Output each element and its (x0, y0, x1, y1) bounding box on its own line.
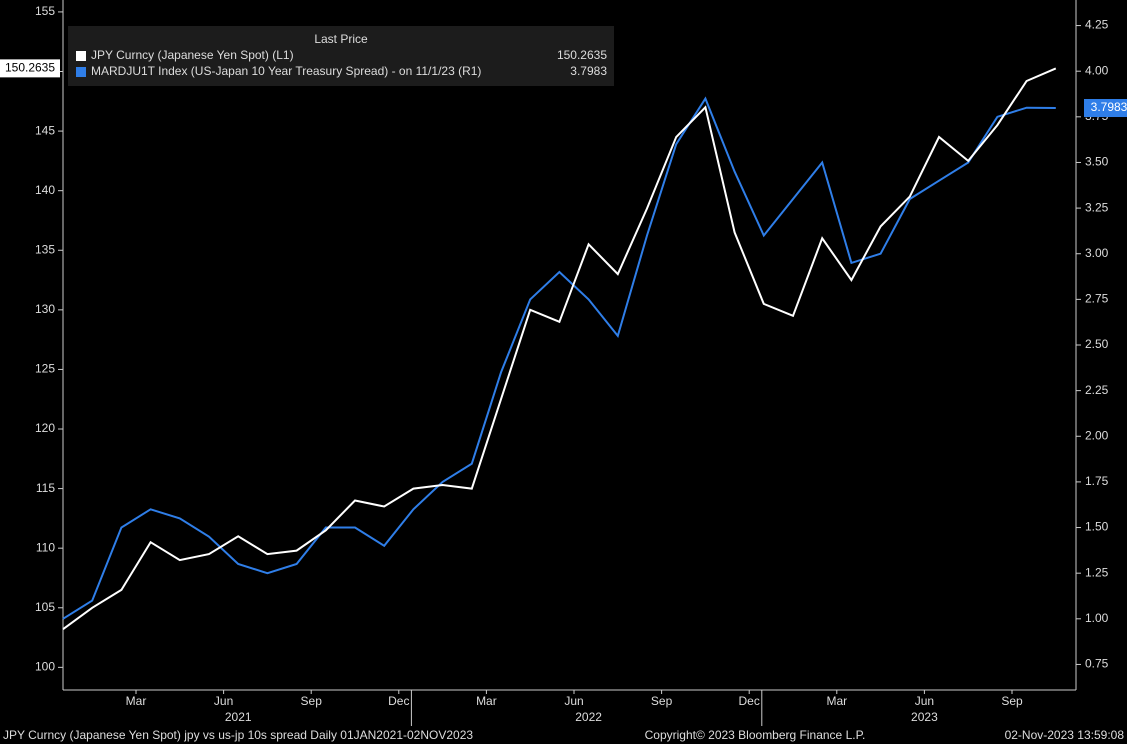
legend-last-value: 150.2635 (557, 48, 607, 62)
y2-tick-label: 3.25 (1085, 200, 1109, 214)
x-tick-label: Jun (915, 694, 934, 708)
footer-copyright: Copyright© 2023 Bloomberg Finance L.P. (645, 728, 866, 742)
last-value-label: 150.2635 (5, 61, 55, 75)
legend-last-value: 3.7983 (570, 64, 607, 78)
x-tick-label: Sep (1001, 694, 1023, 708)
y-tick-label: 125 (35, 362, 55, 376)
legend-title: Last Price (314, 32, 368, 46)
y-tick-label: 100 (35, 660, 55, 674)
legend-label: MARDJU1T Index (US-Japan 10 Year Treasur… (91, 64, 481, 78)
x-tick-label: Mar (826, 694, 847, 708)
y2-tick-label: 2.75 (1085, 292, 1109, 306)
x-tick-label: Mar (126, 694, 147, 708)
y-tick-label: 135 (35, 242, 55, 256)
y2-tick-label: 0.75 (1085, 657, 1109, 671)
footer-time: 02-Nov-2023 13:59:08 (1005, 728, 1125, 742)
x-tick-label: Jun (214, 694, 233, 708)
y-tick-label: 130 (35, 302, 55, 316)
series-line (62, 96, 1056, 620)
y-tick-label: 140 (35, 183, 55, 197)
y2-tick-label: 2.00 (1085, 428, 1109, 442)
y-tick-label: 115 (36, 481, 55, 495)
y2-tick-label: 1.25 (1085, 565, 1109, 579)
legend-label: JPY Curncy (Japanese Yen Spot) (L1) (91, 48, 294, 62)
y2-tick-label: 3.50 (1085, 155, 1109, 169)
x-tick-label: Dec (739, 694, 760, 708)
x-tick-label: Mar (476, 694, 497, 708)
series-line (62, 67, 1057, 631)
y2-tick-label: 4.00 (1085, 63, 1109, 77)
y-tick-label: 145 (35, 123, 55, 137)
year-label: 2021 (225, 710, 252, 724)
x-tick-label: Jun (564, 694, 583, 708)
x-tick-label: Sep (651, 694, 673, 708)
y2-tick-label: 2.50 (1085, 337, 1109, 351)
y-tick-label: 105 (35, 600, 55, 614)
y-tick-label: 120 (35, 421, 55, 435)
y2-tick-label: 1.50 (1085, 520, 1109, 534)
x-tick-label: Sep (301, 694, 323, 708)
y2-tick-label: 1.75 (1085, 474, 1109, 488)
footer-left: JPY Curncy (Japanese Yen Spot) jpy vs us… (3, 728, 473, 742)
x-tick-label: Dec (388, 694, 409, 708)
y2-tick-label: 3.00 (1085, 246, 1109, 260)
last-value-label: 3.7983 (1091, 100, 1127, 114)
legend-box (68, 26, 614, 86)
y2-tick-label: 2.25 (1085, 383, 1109, 397)
y2-tick-label: 1.00 (1085, 611, 1109, 625)
y-tick-label: 155 (35, 4, 55, 18)
y-tick-label: 110 (36, 540, 55, 554)
year-label: 2023 (911, 710, 938, 724)
legend-swatch (76, 51, 86, 61)
y2-tick-label: 4.25 (1085, 18, 1109, 32)
legend-swatch (76, 67, 86, 77)
last-value-box (0, 59, 60, 78)
last-value-box (1084, 99, 1127, 118)
year-label: 2022 (575, 710, 602, 724)
